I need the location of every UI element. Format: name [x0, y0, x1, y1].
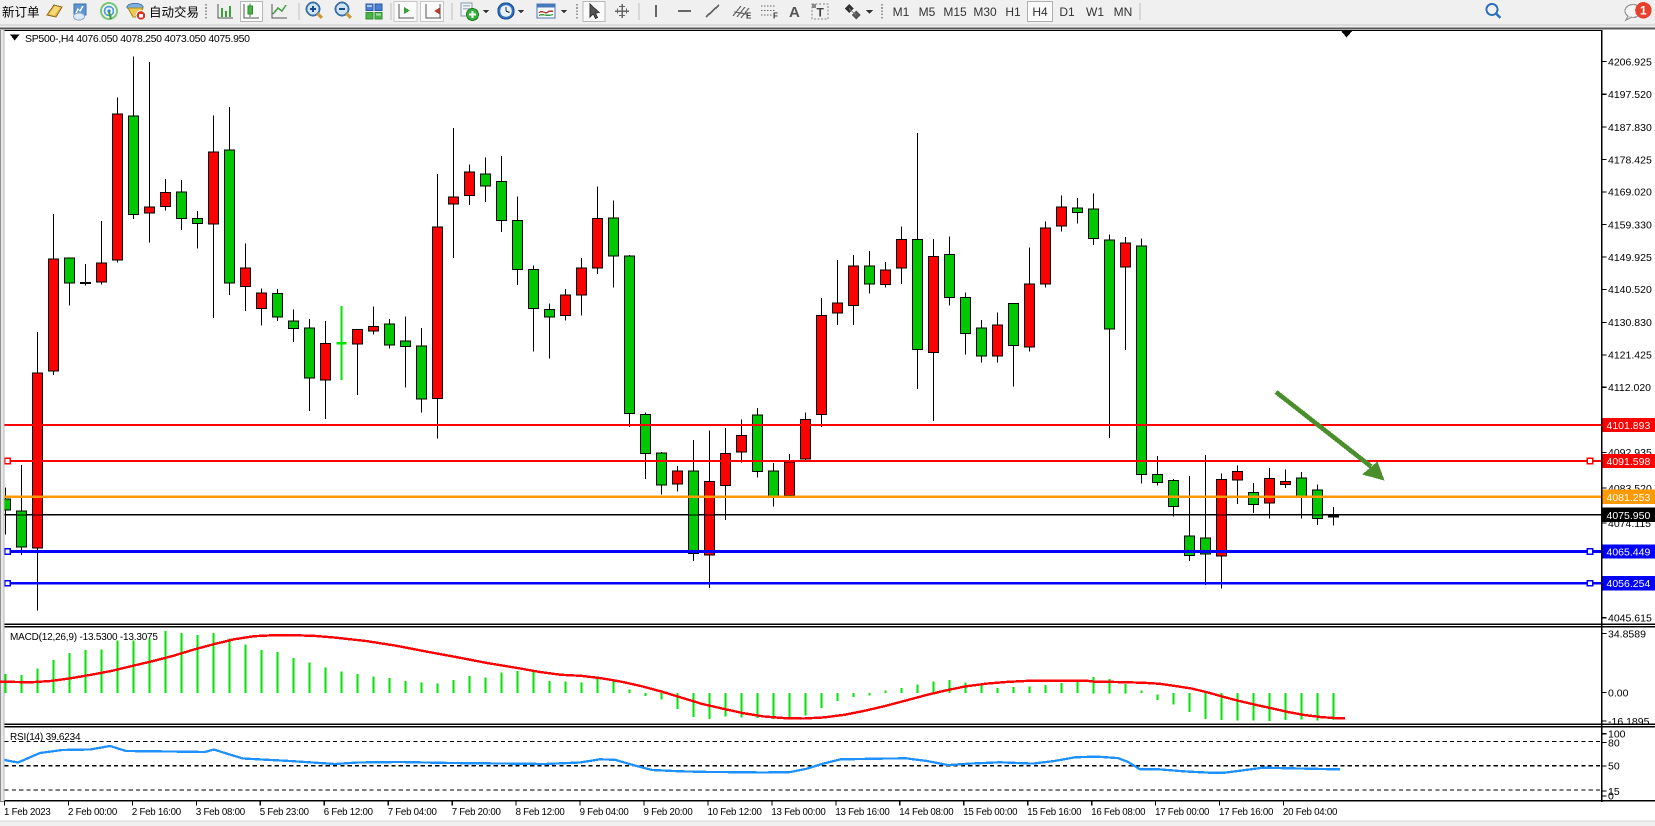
svg-text:4206.925: 4206.925: [1608, 56, 1652, 68]
svg-text:14 Feb 08:00: 14 Feb 08:00: [899, 807, 954, 818]
svg-text:4159.330: 4159.330: [1608, 219, 1652, 231]
svg-text:6 Feb 12:00: 6 Feb 12:00: [324, 807, 374, 818]
svg-text:13 Feb 16:00: 13 Feb 16:00: [835, 807, 890, 818]
svg-text:M5: M5: [919, 5, 936, 19]
svg-text:4140.520: 4140.520: [1608, 284, 1652, 296]
svg-text:F: F: [773, 12, 778, 21]
svg-text:16 Feb 08:00: 16 Feb 08:00: [1091, 807, 1146, 818]
svg-text:4121.425: 4121.425: [1608, 350, 1652, 362]
svg-text:15: 15: [1608, 786, 1620, 798]
svg-text:4178.425: 4178.425: [1608, 154, 1652, 166]
svg-text:3 Feb 08:00: 3 Feb 08:00: [196, 807, 246, 818]
svg-text:9 Feb 04:00: 9 Feb 04:00: [580, 807, 630, 818]
svg-text:1 Feb 2023: 1 Feb 2023: [4, 807, 51, 818]
svg-text:50: 50: [1608, 761, 1620, 773]
svg-text:4169.020: 4169.020: [1608, 187, 1652, 199]
svg-text:4101.893: 4101.893: [1607, 420, 1651, 432]
svg-text:100: 100: [1608, 729, 1626, 741]
svg-text:MN: MN: [1114, 5, 1133, 19]
svg-text:M15: M15: [943, 5, 967, 19]
svg-text:7 Feb 20:00: 7 Feb 20:00: [452, 807, 502, 818]
svg-text:13 Feb 00:00: 13 Feb 00:00: [771, 807, 826, 818]
svg-text:15 Feb 00:00: 15 Feb 00:00: [963, 807, 1018, 818]
svg-text:34.8589: 34.8589: [1608, 628, 1646, 640]
svg-text:2 Feb 00:00: 2 Feb 00:00: [68, 807, 118, 818]
svg-text:2 Feb 16:00: 2 Feb 16:00: [132, 807, 182, 818]
svg-text:80: 80: [1608, 737, 1620, 749]
svg-text:T: T: [817, 6, 825, 20]
svg-text:4081.253: 4081.253: [1607, 492, 1651, 504]
svg-text:4130.830: 4130.830: [1608, 317, 1652, 329]
svg-text:-16.1895: -16.1895: [1608, 716, 1650, 728]
svg-text:RSI(14) 39.6234: RSI(14) 39.6234: [10, 732, 81, 743]
svg-text:4091.598: 4091.598: [1607, 456, 1651, 468]
svg-text:M30: M30: [973, 5, 997, 19]
svg-text:4112.020: 4112.020: [1608, 382, 1651, 394]
svg-text:4197.520: 4197.520: [1608, 89, 1652, 101]
svg-text:4075.950: 4075.950: [1607, 510, 1651, 522]
svg-text:W1: W1: [1086, 5, 1104, 19]
svg-text:SP500-,H4 4076.050 4078.250 4: SP500-,H4 4076.050 4078.250 4073.050 407…: [25, 33, 250, 45]
svg-text:E: E: [746, 12, 752, 21]
svg-text:20 Feb 04:00: 20 Feb 04:00: [1283, 807, 1338, 818]
svg-text:4065.449: 4065.449: [1607, 547, 1651, 559]
svg-text:4056.254: 4056.254: [1607, 578, 1651, 590]
svg-text:17 Feb 16:00: 17 Feb 16:00: [1219, 807, 1274, 818]
svg-text:7 Feb 04:00: 7 Feb 04:00: [388, 807, 438, 818]
svg-text:A: A: [789, 4, 800, 21]
svg-text:4045.615: 4045.615: [1608, 613, 1652, 625]
svg-text:17 Feb 00:00: 17 Feb 00:00: [1155, 807, 1210, 818]
svg-text:0.00: 0.00: [1608, 687, 1629, 699]
svg-text:0: 0: [1608, 791, 1614, 803]
svg-text:H4: H4: [1032, 5, 1048, 19]
svg-text:5 Feb 23:00: 5 Feb 23:00: [260, 807, 310, 818]
svg-text:H1: H1: [1005, 5, 1021, 19]
svg-text:4187.830: 4187.830: [1608, 122, 1652, 134]
svg-text:自动交易: 自动交易: [149, 5, 199, 20]
svg-text:1: 1: [1640, 4, 1647, 18]
svg-text:D1: D1: [1059, 5, 1075, 19]
svg-text:4149.925: 4149.925: [1608, 252, 1652, 264]
svg-text:新订单: 新订单: [2, 5, 40, 20]
svg-text:10 Feb 12:00: 10 Feb 12:00: [708, 807, 763, 818]
svg-text:8 Feb 12:00: 8 Feb 12:00: [516, 807, 566, 818]
svg-text:M1: M1: [893, 5, 910, 19]
svg-text:15 Feb 16:00: 15 Feb 16:00: [1027, 807, 1082, 818]
svg-text:MACD(12,26,9) -13.5300 -13.307: MACD(12,26,9) -13.5300 -13.3075: [10, 632, 158, 643]
svg-text:9 Feb 20:00: 9 Feb 20:00: [644, 807, 694, 818]
